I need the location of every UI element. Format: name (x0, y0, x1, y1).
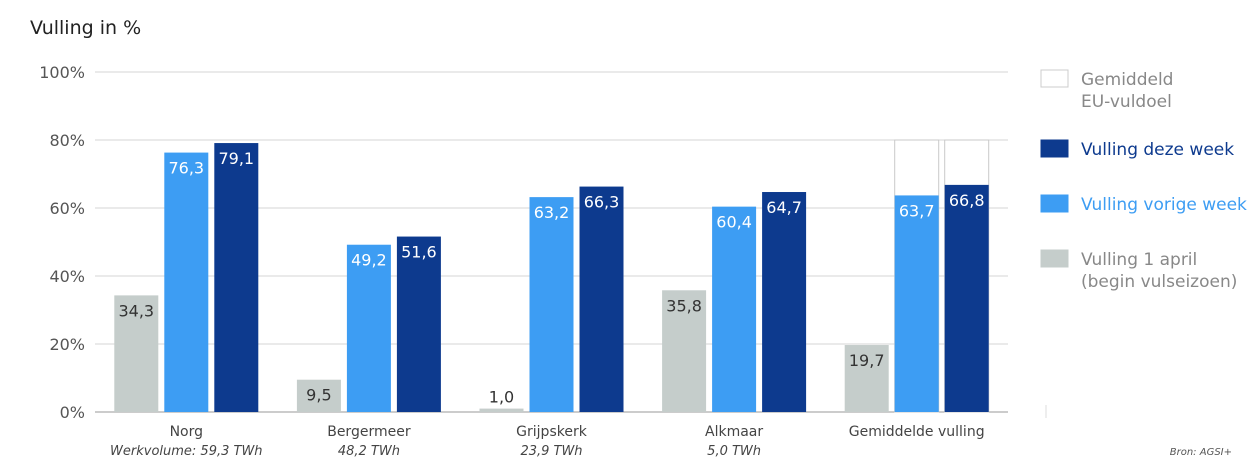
bar-1-1 (346, 244, 391, 412)
bar-2-1 (529, 197, 574, 412)
y-tick-label-3: 60% (49, 199, 85, 218)
category-sublabel-3: 5,0 TWh (707, 444, 761, 459)
bar-3-1 (712, 206, 757, 412)
y-tick-label-5: 100% (39, 63, 85, 82)
data-label-0-1: 76,3 (168, 159, 204, 178)
x-tick-labels: Norg Werkvolume: 59,3 TWh Bergermeer 48,2 T… (110, 424, 985, 459)
bar-2-0 (479, 408, 524, 412)
bar-0-0 (114, 295, 159, 412)
legend-swatch-deze (1040, 139, 1069, 158)
data-label-4-2: 66,8 (949, 191, 985, 210)
legend-label-april-0: Vulling 1 april (1081, 250, 1197, 270)
category-label-2: Grijpskerk (516, 424, 588, 440)
data-label-3-2: 64,7 (766, 198, 802, 217)
legend-swatch-eu (1040, 69, 1069, 88)
bar-3-0 (662, 290, 707, 412)
data-label-0-0: 34,3 (118, 301, 154, 320)
legend-swatch-vorige (1040, 194, 1069, 213)
bar-0-2 (214, 143, 259, 412)
y-tick-label-1: 20% (49, 335, 85, 354)
bar-1-0 (296, 379, 341, 412)
legend-swatch-april (1040, 249, 1069, 268)
y-tick-labels: 0% 20% 40% 60% 80% 100% (39, 63, 85, 422)
data-label-4-1: 63,7 (899, 201, 935, 220)
data-label-1-0: 9,5 (306, 386, 331, 405)
data-label-2-0: 1,0 (489, 388, 514, 407)
data-label-4-0: 19,7 (849, 351, 885, 370)
category-label-1: Bergermeer (327, 424, 411, 440)
legend-label-eu-1: EU-vuldoel (1081, 92, 1172, 112)
category-sublabel-0: Werkvolume: 59,3 TWh (110, 444, 263, 459)
data-label-3-0: 35,8 (666, 296, 702, 315)
legend-label-april-1: (begin vulseizoen) (1081, 272, 1237, 292)
bars: 34,3 76,3 79,1 9,5 49,2 51,6 1,0 63,2 66,3 35,8 60… (114, 139, 990, 413)
bar-2-2 (579, 186, 624, 412)
y-axis-title: Vulling in % (30, 17, 141, 39)
bar-4-1 (894, 195, 939, 412)
source-note: Bron: AGSI+ (1170, 447, 1232, 458)
data-label-2-2: 66,3 (584, 193, 620, 212)
y-tick-label-0: 0% (60, 403, 85, 422)
bar-4-2 (944, 184, 989, 412)
category-label-0: Norg (170, 424, 203, 440)
category-label-3: Alkmaar (705, 424, 763, 440)
bar-3-2 (762, 192, 807, 412)
category-sublabel-1: 48,2 TWh (338, 444, 400, 459)
data-label-1-2: 51,6 (401, 243, 437, 262)
category-sublabel-2: 23,9 TWh (520, 444, 582, 459)
legend-label-eu-0: Gemiddeld (1081, 70, 1173, 90)
category-label-4: Gemiddelde vulling (849, 424, 985, 440)
legend-label-deze-0: Vulling deze week (1081, 140, 1234, 160)
y-tick-label-4: 80% (49, 131, 85, 150)
legend-label-vorige-0: Vulling vorige week (1081, 195, 1247, 215)
bar-4-0 (844, 345, 889, 412)
y-tick-label-2: 40% (49, 267, 85, 286)
data-label-1-1: 49,2 (351, 251, 387, 270)
data-label-2-1: 63,2 (534, 203, 570, 222)
data-label-0-2: 79,1 (218, 149, 254, 168)
bar-0-1 (164, 152, 209, 412)
data-label-3-1: 60,4 (716, 213, 752, 232)
bar-1-2 (396, 236, 441, 412)
